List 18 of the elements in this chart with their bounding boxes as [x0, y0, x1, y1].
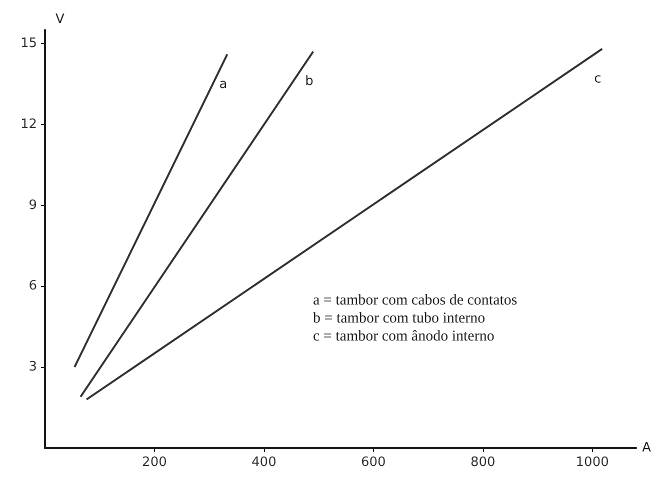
series-label: b [305, 74, 314, 90]
y-tick-label: 6 [28, 278, 37, 294]
x-tick-label: 400 [252, 455, 276, 470]
y-tick-label: 12 [20, 116, 37, 132]
y-tick-label: 3 [28, 360, 37, 375]
annotation: a = tambor com cabos de contatos [313, 292, 518, 308]
annotation: c = tambor com ânodo interno [313, 328, 494, 344]
y-tick-label: 15 [20, 36, 37, 51]
x-axis-title: A [642, 440, 652, 456]
x-tick-label: 600 [360, 455, 386, 470]
x-tick-label: 800 [470, 455, 496, 470]
y-tick-label: 9 [28, 198, 37, 213]
x-tick-label: 1000 [576, 455, 609, 470]
annotation: b = tambor com tubo interno [313, 310, 486, 326]
x-tick-label: 200 [142, 455, 167, 470]
series-label: a [219, 76, 228, 92]
y-axis-title: V [56, 12, 65, 27]
series-label: c [594, 71, 602, 86]
